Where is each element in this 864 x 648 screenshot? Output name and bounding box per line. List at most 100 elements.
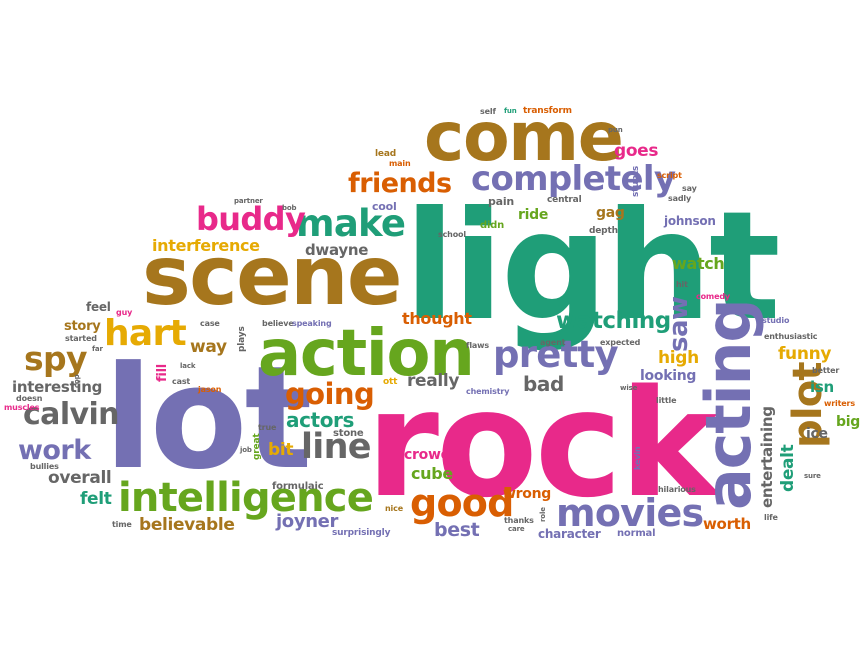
word-true: true [258, 423, 277, 432]
word-ott: ott [383, 377, 398, 387]
word-line: line [301, 427, 372, 467]
word-great: great [252, 433, 262, 460]
word-believable: believable [139, 515, 235, 535]
word-script: script [657, 171, 682, 180]
word-nice: nice [385, 504, 403, 513]
word-felt: felt [80, 489, 112, 509]
word-self: self [480, 107, 496, 116]
word-joyner: joyner [276, 511, 339, 532]
word-buddy: buddy [196, 200, 306, 238]
word-stunts: stunts [631, 165, 641, 197]
word-thought: thought [402, 309, 472, 328]
word-say: say [682, 184, 697, 193]
word-chemistry: chemistry [466, 387, 510, 396]
word-bullies: bullies [30, 462, 59, 471]
word-didn: didn [480, 220, 505, 231]
word-lot: lot [104, 336, 312, 501]
word-agent: agent [540, 338, 566, 347]
word-lead: lead [375, 149, 396, 159]
word-speaking: speaking [292, 319, 332, 328]
word-case: case [200, 319, 220, 328]
word-cop: cop [73, 374, 81, 388]
word-hit: hit [676, 280, 688, 289]
word-friends: friends [348, 168, 452, 199]
word-lack: lack [180, 362, 196, 370]
word-rock: rock [366, 358, 718, 530]
word-central: central [547, 195, 582, 205]
word-little: little [656, 396, 677, 405]
word-doesn: doesn [16, 394, 43, 403]
word-intelligence: intelligence [118, 475, 374, 521]
word-far: far [92, 345, 103, 353]
word-kevin: kevin [633, 446, 642, 470]
word-sadly: sadly [668, 194, 692, 203]
word-character: character [538, 527, 601, 541]
word-way: way [190, 337, 227, 357]
word-funny: funny [778, 344, 832, 364]
word-watching: watching [556, 308, 671, 334]
word-watch: watch [672, 254, 725, 273]
word-writers: writers [824, 399, 855, 408]
word-main: main [389, 159, 411, 168]
word-plays: plays [237, 326, 247, 352]
word-fun: fun [504, 107, 517, 115]
word-ride: ride [518, 207, 549, 223]
word-overall: overall [48, 468, 112, 488]
word-jason: jason [198, 385, 222, 394]
word-normal: normal [617, 528, 656, 539]
word-light: light [404, 180, 781, 354]
word-believe: believe [262, 319, 294, 328]
word-scene: scene [142, 229, 402, 324]
word-feel: feel [86, 300, 111, 314]
word-hilarious: hilarious [658, 485, 696, 494]
word-depth: depth [589, 226, 618, 236]
word-action: action [258, 317, 475, 391]
word-really: really [407, 371, 460, 391]
word-story: story [64, 319, 101, 334]
word-cast: cast [172, 377, 191, 386]
word-school: school [438, 230, 466, 239]
word-worth: worth [703, 515, 751, 533]
word-pretty: pretty [493, 333, 619, 376]
word-pun: pun [608, 126, 623, 134]
word-big: big [836, 414, 861, 430]
word-cube: cube [411, 464, 453, 483]
word-fill: fill [155, 364, 170, 382]
word-pain: pain [488, 195, 515, 208]
word-actors: actors [286, 408, 355, 432]
word-ice: ice [806, 426, 828, 442]
word-expected: expected [600, 338, 641, 347]
word-dealt: dealt [778, 444, 798, 492]
word-isn: isn [810, 378, 834, 396]
word-good: good [410, 481, 514, 525]
word-partner: partner [234, 197, 263, 205]
word-role: role [539, 507, 547, 522]
word-goes: goes [614, 141, 659, 161]
word-interesting: interesting [12, 378, 103, 396]
word-looking: looking [640, 368, 697, 384]
word-stone: stone [333, 428, 364, 439]
word-flaws: flaws [466, 341, 489, 350]
word-bad: bad [523, 372, 564, 396]
word-muscles: muscles [4, 403, 40, 412]
word-guy: guy [116, 308, 133, 317]
word-acting: acting [692, 299, 765, 510]
word-enthusiastic: enthusiastic [764, 332, 818, 341]
word-come: come [424, 98, 624, 177]
word-interference: interference [152, 236, 260, 255]
word-sure: sure [804, 472, 821, 480]
word-wrong: wrong [503, 486, 552, 502]
word-wise: wise [620, 384, 638, 392]
word-best: best [434, 519, 480, 541]
word-transform: transform [523, 106, 572, 116]
word-high: high [658, 348, 699, 368]
word-comedy: comedy [696, 292, 730, 301]
word-time: time [112, 520, 132, 529]
word-bob: bob [282, 204, 297, 212]
word-saw: saw [664, 296, 694, 352]
word-better: better [812, 366, 840, 375]
word-johnson: johnson [664, 214, 716, 228]
word-care: care [508, 525, 525, 533]
word-dwayne: dwayne [305, 241, 369, 259]
